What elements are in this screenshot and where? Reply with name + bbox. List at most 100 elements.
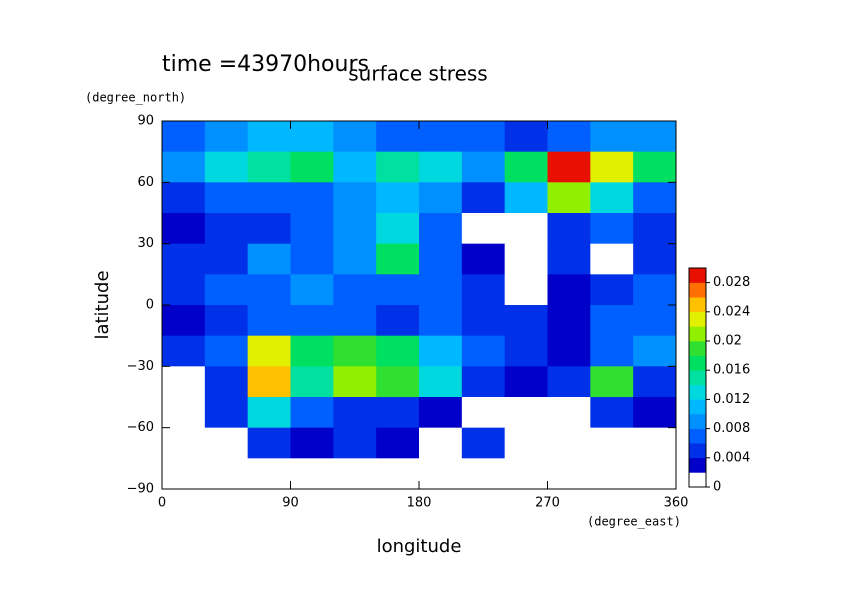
contour-cell xyxy=(290,274,334,306)
contour-cell xyxy=(633,427,677,459)
contour-cell xyxy=(419,397,463,429)
contour-cell xyxy=(333,305,377,337)
colorbar-level xyxy=(689,414,706,429)
contour-cell xyxy=(204,458,249,490)
contour-cell xyxy=(590,182,634,214)
contour-cell xyxy=(204,243,249,275)
y-unit: (degree_north) xyxy=(85,91,186,105)
contour-cell xyxy=(547,182,591,214)
colorbar-level xyxy=(689,428,706,444)
contour-cell xyxy=(204,427,249,459)
contour-cell xyxy=(376,151,420,183)
contour-cell xyxy=(504,366,548,398)
colorbar-level xyxy=(689,282,706,298)
contour-cell xyxy=(290,213,334,245)
contour-cell xyxy=(162,366,206,398)
contour-cell xyxy=(504,274,548,306)
contour-cell xyxy=(376,182,420,214)
contour-cell xyxy=(461,397,506,429)
contour-cell xyxy=(461,213,506,245)
y-axis-label: latitude xyxy=(92,270,113,339)
x-tick-label: 270 xyxy=(535,496,560,511)
contour-cell xyxy=(376,274,420,306)
contour-cell xyxy=(247,151,291,183)
contour-cell xyxy=(247,305,291,337)
contour-cell xyxy=(247,458,291,490)
x-tick-label: 360 xyxy=(664,496,689,511)
y-tick-label: 30 xyxy=(137,236,154,251)
contour-cell xyxy=(376,397,420,429)
contour-cell xyxy=(461,458,506,490)
colorbar-level xyxy=(689,472,706,488)
contour-cell xyxy=(461,335,506,367)
contour-cell xyxy=(290,427,334,459)
y-tick-label: 0 xyxy=(146,298,154,313)
contour-cell xyxy=(247,335,291,367)
contour-cell xyxy=(247,121,291,153)
contour-cell xyxy=(162,243,206,275)
contour-cell xyxy=(290,243,334,275)
colorbar-frame xyxy=(688,267,707,488)
x-tick-label: 0 xyxy=(158,496,166,511)
contour-cell xyxy=(204,151,249,183)
chart-subtitle: surface stress xyxy=(348,62,487,86)
contour-cell xyxy=(162,458,206,490)
colorbar-level xyxy=(689,268,706,283)
contour-cell xyxy=(590,274,634,306)
contour-cell xyxy=(204,121,249,153)
colorbar-level xyxy=(689,355,706,371)
contour-cell xyxy=(290,335,334,367)
contour-cell xyxy=(290,397,334,429)
contour-cell xyxy=(633,397,677,429)
contour-cell xyxy=(333,243,377,275)
contour-cell xyxy=(290,366,334,398)
contour-cell xyxy=(547,458,591,490)
contour-cell xyxy=(162,151,206,183)
contour-cell xyxy=(590,366,634,398)
contour-field xyxy=(162,121,677,490)
x-tick-label: 90 xyxy=(282,496,299,511)
contour-cell xyxy=(247,274,291,306)
contour-cell xyxy=(461,274,506,306)
contour-cell xyxy=(290,151,334,183)
contour-cell xyxy=(333,121,377,153)
y-tick-label: 60 xyxy=(137,175,154,190)
contour-cell xyxy=(376,213,420,245)
x-tick-label: 180 xyxy=(407,496,432,511)
contour-cell xyxy=(547,427,591,459)
contour-cell xyxy=(547,335,591,367)
contour-cell xyxy=(162,121,206,153)
contour-cell xyxy=(504,121,548,153)
contour-cell xyxy=(633,274,677,306)
contour-cell xyxy=(504,213,548,245)
contour-cell xyxy=(333,335,377,367)
contour-cell xyxy=(590,213,634,245)
chart-title: time =43970hours xyxy=(162,52,369,77)
contour-cell xyxy=(419,151,463,183)
contour-cell xyxy=(204,274,249,306)
colorbar-level xyxy=(689,457,706,473)
contour-cell xyxy=(290,458,334,490)
contour-cell xyxy=(376,427,420,459)
contour-cell xyxy=(547,213,591,245)
colorbar-tick-label: 0.004 xyxy=(713,450,750,465)
contour-cell xyxy=(504,151,548,183)
contour-cell xyxy=(504,305,548,337)
contour-cell xyxy=(461,366,506,398)
contour-cell xyxy=(547,151,591,183)
contour-cell xyxy=(204,335,249,367)
contour-cell xyxy=(333,213,377,245)
contour-cell xyxy=(633,366,677,398)
contour-cell xyxy=(633,243,677,275)
contour-cell xyxy=(162,274,206,306)
x-unit: (degree_east) xyxy=(587,515,681,529)
contour-cell xyxy=(333,427,377,459)
y-tick-label: −30 xyxy=(127,359,154,374)
contour-cell xyxy=(247,213,291,245)
contour-cell xyxy=(333,397,377,429)
contour-cell xyxy=(633,458,677,490)
colorbar-tick-label: 0.012 xyxy=(713,392,750,407)
contour-cell xyxy=(247,243,291,275)
colorbar-tick-label: 0.028 xyxy=(713,275,750,290)
